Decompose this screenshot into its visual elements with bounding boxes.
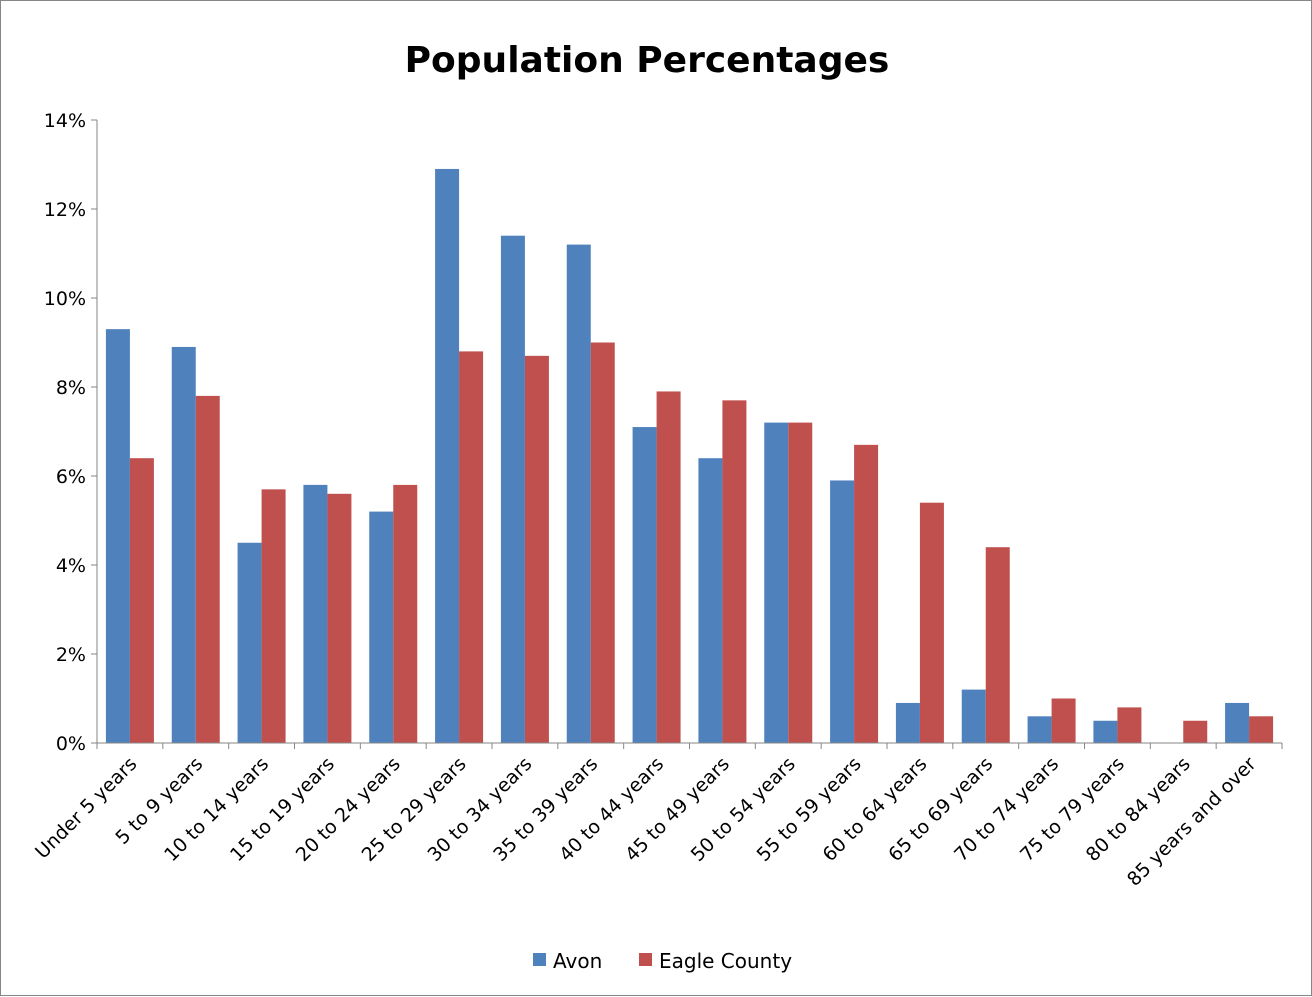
legend-swatch-avon: [533, 953, 546, 966]
bar-series: [105, 168, 1274, 743]
bar-eagle-county-15: [1117, 707, 1142, 743]
bar-eagle-county-6: [524, 355, 549, 743]
bar-eagle-county-9: [722, 400, 747, 743]
bar-avon-0: [105, 329, 130, 743]
legend-swatch-eagle-county: [639, 953, 652, 966]
bar-avon-13: [961, 689, 986, 743]
bar-avon-8: [632, 427, 657, 743]
bar-eagle-county-5: [459, 351, 484, 743]
y-tick-label: 10%: [44, 288, 86, 310]
bar-eagle-county-3: [327, 493, 352, 743]
bar-eagle-county-8: [656, 391, 681, 743]
bar-eagle-county-14: [1051, 698, 1076, 743]
bar-avon-1: [171, 346, 196, 743]
bar-avon-4: [369, 511, 394, 743]
legend: Avon Eagle County: [533, 949, 792, 973]
y-tick-label: 0%: [56, 733, 86, 755]
bar-avon-5: [435, 168, 460, 743]
bar-eagle-county-10: [788, 422, 813, 743]
bar-eagle-county-2: [261, 489, 286, 743]
y-axis-ticks: 0% 2% 4% 6% 8% 10% 12% 14%: [44, 110, 97, 755]
bar-avon-11: [830, 480, 855, 743]
legend-label-avon: Avon: [553, 949, 602, 973]
y-tick-label: 4%: [56, 555, 86, 577]
bar-eagle-county-12: [919, 502, 944, 743]
bar-eagle-county-11: [854, 444, 879, 743]
y-tick-label: 6%: [56, 466, 86, 488]
bar-avon-3: [303, 484, 328, 743]
y-tick-label: 8%: [56, 377, 86, 399]
bar-eagle-county-13: [985, 547, 1010, 743]
bar-avon-2: [237, 542, 262, 743]
bar-avon-6: [500, 235, 525, 743]
bar-avon-15: [1093, 720, 1118, 743]
legend-label-eagle-county: Eagle County: [659, 949, 792, 973]
bar-eagle-county-4: [393, 484, 418, 743]
bar-eagle-county-0: [129, 458, 154, 743]
axes: [96, 120, 1283, 749]
bar-eagle-county-17: [1249, 716, 1274, 743]
bar-eagle-county-7: [590, 342, 615, 743]
bar-avon-17: [1225, 702, 1250, 743]
x-tick-label: 85 years and over: [1123, 753, 1261, 891]
bar-avon-12: [895, 702, 920, 743]
chart-title: Population Percentages: [405, 40, 890, 81]
y-tick-label: 2%: [56, 644, 86, 666]
bar-avon-7: [566, 244, 591, 743]
bar-avon-10: [764, 422, 789, 743]
y-tick-label: 14%: [44, 110, 86, 132]
y-tick-label: 12%: [44, 199, 86, 221]
bar-eagle-county-1: [195, 395, 220, 743]
bar-avon-14: [1027, 716, 1052, 743]
bar-avon-9: [698, 458, 723, 743]
bar-eagle-county-16: [1183, 720, 1208, 743]
